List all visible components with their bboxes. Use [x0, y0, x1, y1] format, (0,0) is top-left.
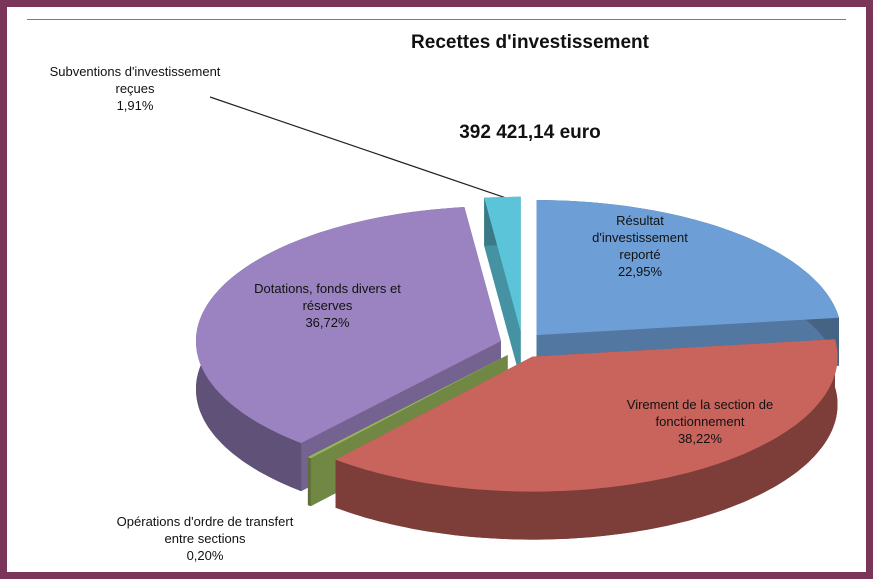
value-label: 1,91%	[116, 98, 154, 113]
slice-top	[335, 339, 838, 492]
category-label: Subventions d'investissement reçues	[49, 64, 221, 96]
slice	[335, 339, 838, 540]
pie	[196, 196, 839, 540]
slice	[196, 207, 501, 492]
category-label: Dotations, fonds divers et réserves	[254, 281, 401, 313]
category-label: Virement de la section de fonctionnement	[626, 397, 774, 429]
slice-label: Subventions d'investissement reçues 1,91…	[35, 63, 235, 114]
category-label: Opérations d'ordre de transfert entre se…	[116, 514, 294, 546]
top-rule	[27, 19, 846, 20]
leader-line	[209, 96, 513, 201]
slice-label: Opérations d'ordre de transfert entre se…	[110, 513, 300, 564]
value-label: 36,72%	[305, 315, 350, 330]
slice-label: Virement de la section de fonctionnement…	[600, 396, 800, 447]
value-label: 22,95%	[617, 264, 663, 279]
category-label: Résultat d'investissement reporté	[592, 213, 688, 262]
slice-top	[484, 196, 521, 332]
chart-subtitle: 392 421,14 euro	[459, 122, 601, 143]
slice-label: Résultat d'investissement reporté 22,95%	[585, 212, 695, 280]
slice	[484, 196, 521, 380]
chart-title: Recettes d'investissement	[411, 32, 649, 53]
slice-top	[307, 355, 508, 459]
slice-side	[307, 457, 311, 507]
slice-side	[335, 339, 838, 540]
slice-top	[536, 200, 839, 336]
value-label: 0,20%	[186, 548, 224, 563]
value-label: 38,22%	[677, 431, 723, 446]
slice-label: Dotations, fonds divers et réserves 36,7…	[235, 280, 420, 331]
slice-top	[196, 207, 501, 444]
